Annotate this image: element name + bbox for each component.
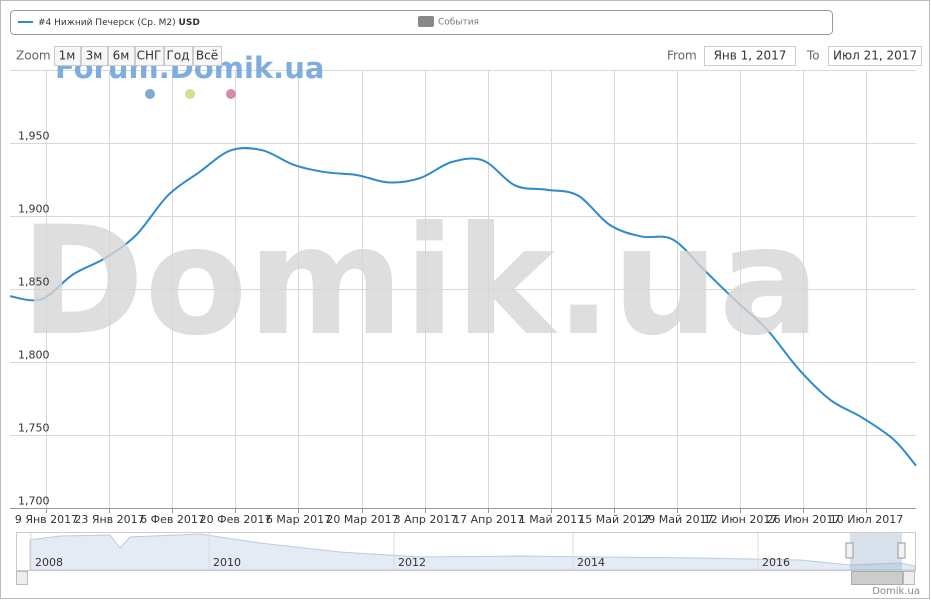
scroll-right[interactable] xyxy=(903,571,915,585)
x-tick-label: 23 Янв 2017 xyxy=(74,513,144,526)
zoom-button-label: 3м xyxy=(86,49,103,63)
scrollbar-thumb[interactable] xyxy=(851,571,903,585)
x-tick-label: 10 Июл 2017 xyxy=(830,513,904,526)
navigator-label: 2008 xyxy=(35,556,63,569)
zoom-button[interactable] xyxy=(81,46,108,66)
navigator-handle[interactable] xyxy=(897,542,906,559)
to-value: Июл 21, 2017 xyxy=(833,49,917,63)
series-name: #4 Нижний Печерск (Ср. М2) xyxy=(38,18,176,28)
y-tick-label: 1,850 xyxy=(18,276,50,289)
navigator-handle[interactable] xyxy=(845,542,854,559)
events-label[interactable]: События xyxy=(438,18,479,28)
navigator-label: 2012 xyxy=(398,556,426,569)
from-label: From xyxy=(667,49,697,63)
background-watermark: Domik.ua xyxy=(20,195,820,369)
navigator-label: 2014 xyxy=(577,556,605,569)
zoom-button-label: Всё xyxy=(196,49,218,63)
x-tick-label: 20 Мар 2017 xyxy=(326,513,398,526)
zoom-button[interactable] xyxy=(54,46,81,66)
scroll-left[interactable] xyxy=(16,571,28,585)
zoom-button-label: 6м xyxy=(113,49,130,63)
x-tick-label: 15 Май 2017 xyxy=(578,513,650,526)
zoom-label: Zoom xyxy=(16,49,51,63)
decor-dot xyxy=(226,89,236,99)
navigator-label: 2016 xyxy=(762,556,790,569)
x-tick-label: 6 Фев 2017 xyxy=(140,513,205,526)
x-tick-label: 9 Янв 2017 xyxy=(15,513,78,526)
zoom-button[interactable] xyxy=(135,46,164,66)
zoom-button-label: Год xyxy=(167,49,190,63)
to-input[interactable] xyxy=(828,46,922,66)
credit: Domik.ua xyxy=(872,586,920,597)
y-tick-label: 1,700 xyxy=(18,495,50,508)
navigator-area xyxy=(29,533,916,571)
x-tick-label: 26 Июн 2017 xyxy=(767,513,841,526)
x-tick-label: 1 Май 2017 xyxy=(519,513,584,526)
from-input[interactable] xyxy=(704,46,796,66)
series-line xyxy=(9,147,917,467)
zoom-button-label: 1м xyxy=(59,49,76,63)
x-tick-label: 6 Мар 2017 xyxy=(266,513,331,526)
navigator-mask[interactable] xyxy=(850,533,902,570)
x-tick-label: 12 Июн 2017 xyxy=(704,513,778,526)
zoom-button[interactable] xyxy=(193,46,222,66)
y-tick-label: 1,800 xyxy=(18,349,50,362)
from-value: Янв 1, 2017 xyxy=(714,49,787,63)
y-tick-label: 1,900 xyxy=(18,203,50,216)
x-tick-label: 3 Апр 2017 xyxy=(394,513,458,526)
plot-area xyxy=(9,70,917,513)
zoom-button-label: СНГ xyxy=(137,49,162,63)
events-symbol xyxy=(418,16,434,27)
currency: USD xyxy=(179,18,200,28)
y-tick-label: 1,750 xyxy=(18,422,50,435)
zoom-button[interactable] xyxy=(108,46,135,66)
navigator: 2008 2010 2012 2014 2016 xyxy=(16,532,916,585)
x-tick-label: 29 Май 2017 xyxy=(641,513,713,526)
navigator-label: 2010 xyxy=(213,556,241,569)
y-tick-label: 1,950 xyxy=(18,130,50,143)
to-label: To xyxy=(806,49,820,63)
decor-dot xyxy=(185,89,195,99)
zoom-button[interactable] xyxy=(164,46,193,66)
legend-label[interactable]: #4 Нижний Печерск (Ср. М2) USD xyxy=(38,18,200,28)
x-tick-label: 20 Фев 2017 xyxy=(200,513,272,526)
decor-dot xyxy=(145,89,155,99)
x-tick-label: 17 Апр 2017 xyxy=(453,513,524,526)
